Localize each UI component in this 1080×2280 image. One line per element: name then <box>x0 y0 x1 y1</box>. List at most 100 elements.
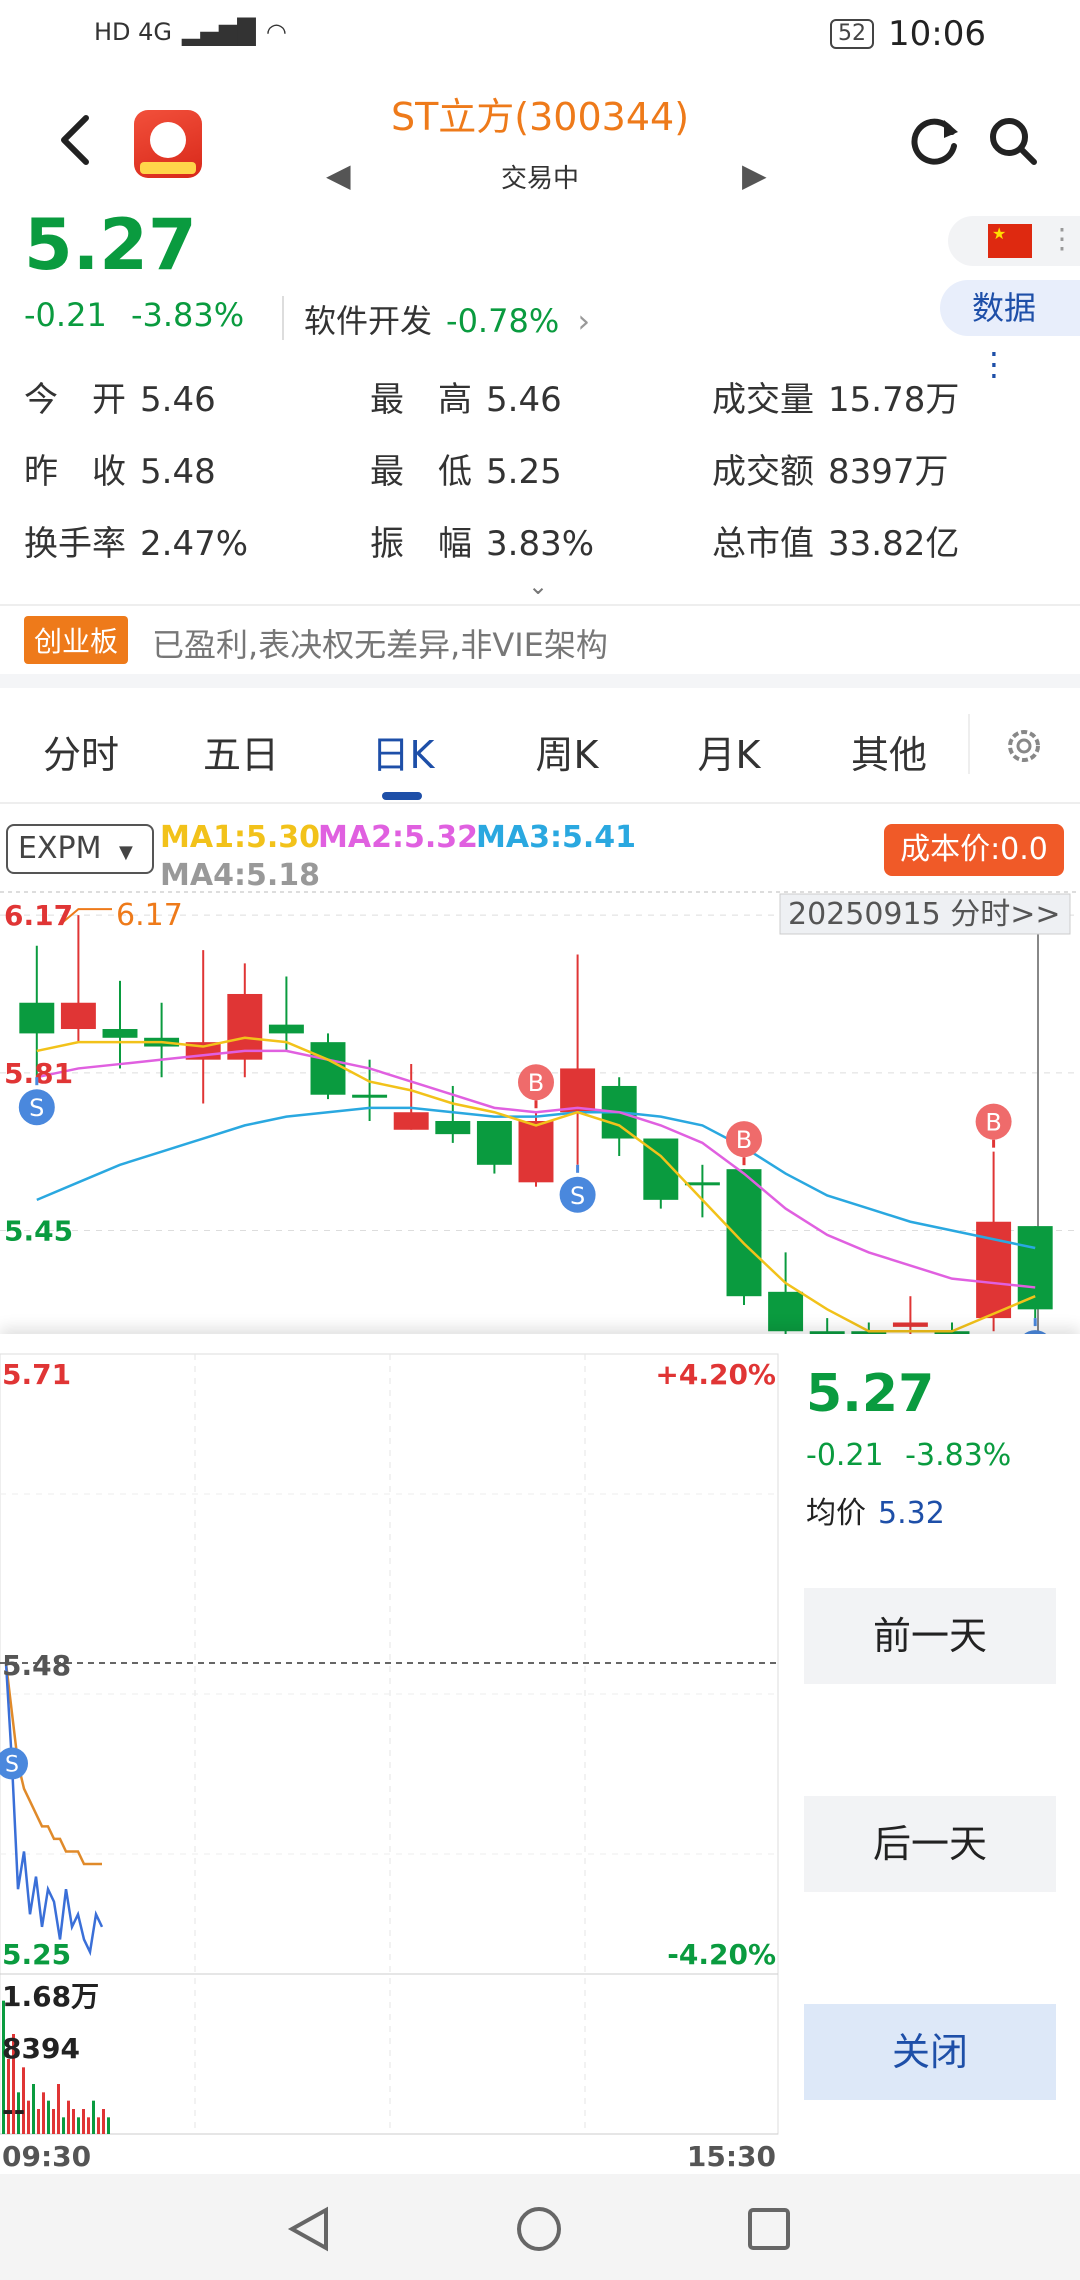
stat-amount: 成交额 8397万 <box>712 444 949 493</box>
refresh-icon[interactable] <box>908 114 962 168</box>
stat-label: 最 低 <box>370 452 472 492</box>
candle-body <box>352 1094 388 1098</box>
minute-popup: S 5.71 +4.20% 5.48 5.25 -4.20% 1.68万 8394 -- 09:3… <box>0 1334 1080 2174</box>
stat-value: 8397万 <box>828 452 949 492</box>
volume-bar <box>37 2109 40 2134</box>
nav-home-icon[interactable] <box>514 2204 564 2254</box>
stat-value: 5.48 <box>140 452 216 492</box>
avg-price-line <box>4 1662 102 1866</box>
sell-signal-icon <box>559 1176 596 1213</box>
sector-name: 软件开发 <box>304 302 433 340</box>
market-flag-button[interactable]: ★ ⋮ <box>948 216 1080 266</box>
volume-bar <box>42 2092 45 2134</box>
candle-body <box>851 1331 887 1335</box>
logo-banner <box>140 162 196 174</box>
next-day-button[interactable]: 后一天 <box>804 1796 1056 1892</box>
more-icon: ⋮ <box>978 345 1010 383</box>
divider <box>968 714 970 774</box>
tab-intraday[interactable]: 分时 <box>42 733 119 777</box>
change-value: -0.21 <box>24 296 107 334</box>
candle-body <box>435 1121 471 1135</box>
stat-value: 3.83% <box>486 524 595 564</box>
board-info-bar[interactable]: 创业板 已盈利,表决权无差异,非VIE架构 <box>0 604 1080 674</box>
signal-label: B <box>528 1069 544 1097</box>
nav-back-icon[interactable] <box>284 2204 334 2254</box>
date-link: 20250915 分时>> <box>788 897 1061 932</box>
network-icon: HD 4G <box>94 18 173 46</box>
back-icon[interactable] <box>52 110 102 170</box>
price-line <box>4 1662 104 1957</box>
search-icon[interactable] <box>986 114 1040 168</box>
popup-change-percent: -3.83% <box>905 1438 1012 1473</box>
sector-link[interactable]: 软件开发 -0.78% › <box>304 296 590 342</box>
volume-bar <box>47 2100 50 2134</box>
stat-label: 成交量 <box>712 380 814 420</box>
candle-body <box>684 1182 720 1186</box>
pct-label-bottom: -4.20% <box>667 1938 776 1971</box>
candle-body <box>518 1121 554 1183</box>
candle-body <box>809 1331 845 1335</box>
price-change: -0.21 -3.83% <box>24 296 244 334</box>
expand-icon[interactable]: ⌄ <box>528 572 549 600</box>
trading-status: 交易中 <box>500 164 579 194</box>
volume-bar <box>67 2100 70 2134</box>
chart-frame <box>0 1353 779 2135</box>
tab-daily-k[interactable]: 日K <box>371 733 435 777</box>
tab-weekly-k[interactable]: 周K <box>535 733 599 777</box>
tab-monthly-k[interactable]: 月K <box>697 733 761 777</box>
nav-recents-icon[interactable] <box>744 2204 794 2254</box>
close-button[interactable]: 关闭 <box>804 2004 1056 2100</box>
stat-value: 15.78万 <box>828 380 960 420</box>
stat-label: 振 幅 <box>370 524 472 564</box>
volume-bar <box>97 2117 100 2134</box>
board-description: 已盈利,表决权无差异,非VIE架构 <box>152 626 608 664</box>
app-logo[interactable] <box>134 110 202 178</box>
ma1-label: MA1:5.30 <box>160 820 320 855</box>
logo-mark <box>150 122 186 158</box>
gear-icon[interactable] <box>1000 722 1048 770</box>
minute-chart[interactable]: S 5.71 +4.20% 5.48 5.25 -4.20% 1.68万 8394 -- 09:3… <box>0 1334 780 2174</box>
stat-value: 5.46 <box>140 380 216 420</box>
candle-body <box>310 1042 346 1095</box>
sector-percent: -0.78% <box>446 302 560 340</box>
status-icons-right: 52 10:06 <box>830 14 986 54</box>
popup-average-value: 5.32 <box>878 1496 945 1531</box>
prev-stock-icon[interactable]: ◀ <box>326 156 351 194</box>
stat-value: 2.47% <box>140 524 249 564</box>
popup-change: -0.21 -3.83% <box>806 1438 1011 1473</box>
status-bar: HD 4G ▂▄▆█ ◠ 52 10:06 <box>0 0 1080 72</box>
stock-title[interactable]: ST立方(300344) <box>390 95 690 139</box>
stat-open: 今 开 5.46 <box>24 372 216 421</box>
change-percent: -3.83% <box>130 296 245 334</box>
prev-day-button[interactable]: 前一天 <box>804 1588 1056 1684</box>
ma2-line <box>36 1049 1036 1289</box>
data-button-label: 数据 <box>972 289 1037 327</box>
section-separator <box>0 674 1080 688</box>
stat-value: 5.25 <box>486 452 562 492</box>
volume-bar <box>2 2000 5 2134</box>
indicator-select[interactable]: EXPM ▼ <box>6 824 154 874</box>
ma3-label: MA3:5.41 <box>476 820 636 855</box>
volume-bar <box>82 2109 85 2134</box>
wifi-icon: ◠ <box>265 18 287 46</box>
time-label-end: 15:30 <box>687 2140 776 2173</box>
cost-price-button[interactable]: 成本价:0.0 <box>884 824 1064 876</box>
volume-bar <box>52 2109 55 2134</box>
system-nav-bar <box>0 2174 1080 2280</box>
tab-five-day[interactable]: 五日 <box>202 733 279 777</box>
next-stock-icon[interactable]: ▶ <box>742 156 767 194</box>
volume-bar <box>57 2084 60 2134</box>
signal-label: S <box>570 1182 585 1210</box>
pct-label-top: +4.20% <box>655 1358 776 1391</box>
date-link-box <box>779 893 1071 935</box>
stat-label: 最 高 <box>370 380 472 420</box>
y-axis-label-mid: 5.81 <box>4 1057 73 1090</box>
candle-body <box>726 1169 762 1297</box>
tab-other[interactable]: 其他 <box>850 733 927 777</box>
stat-amplitude: 振 幅 3.83% <box>370 516 594 565</box>
data-button[interactable]: 数据 ⋮ <box>940 280 1080 383</box>
ma1-line <box>36 1036 1036 1333</box>
ma3-line <box>36 1106 1036 1250</box>
y-axis-label-low: 5.45 <box>4 1215 73 1248</box>
